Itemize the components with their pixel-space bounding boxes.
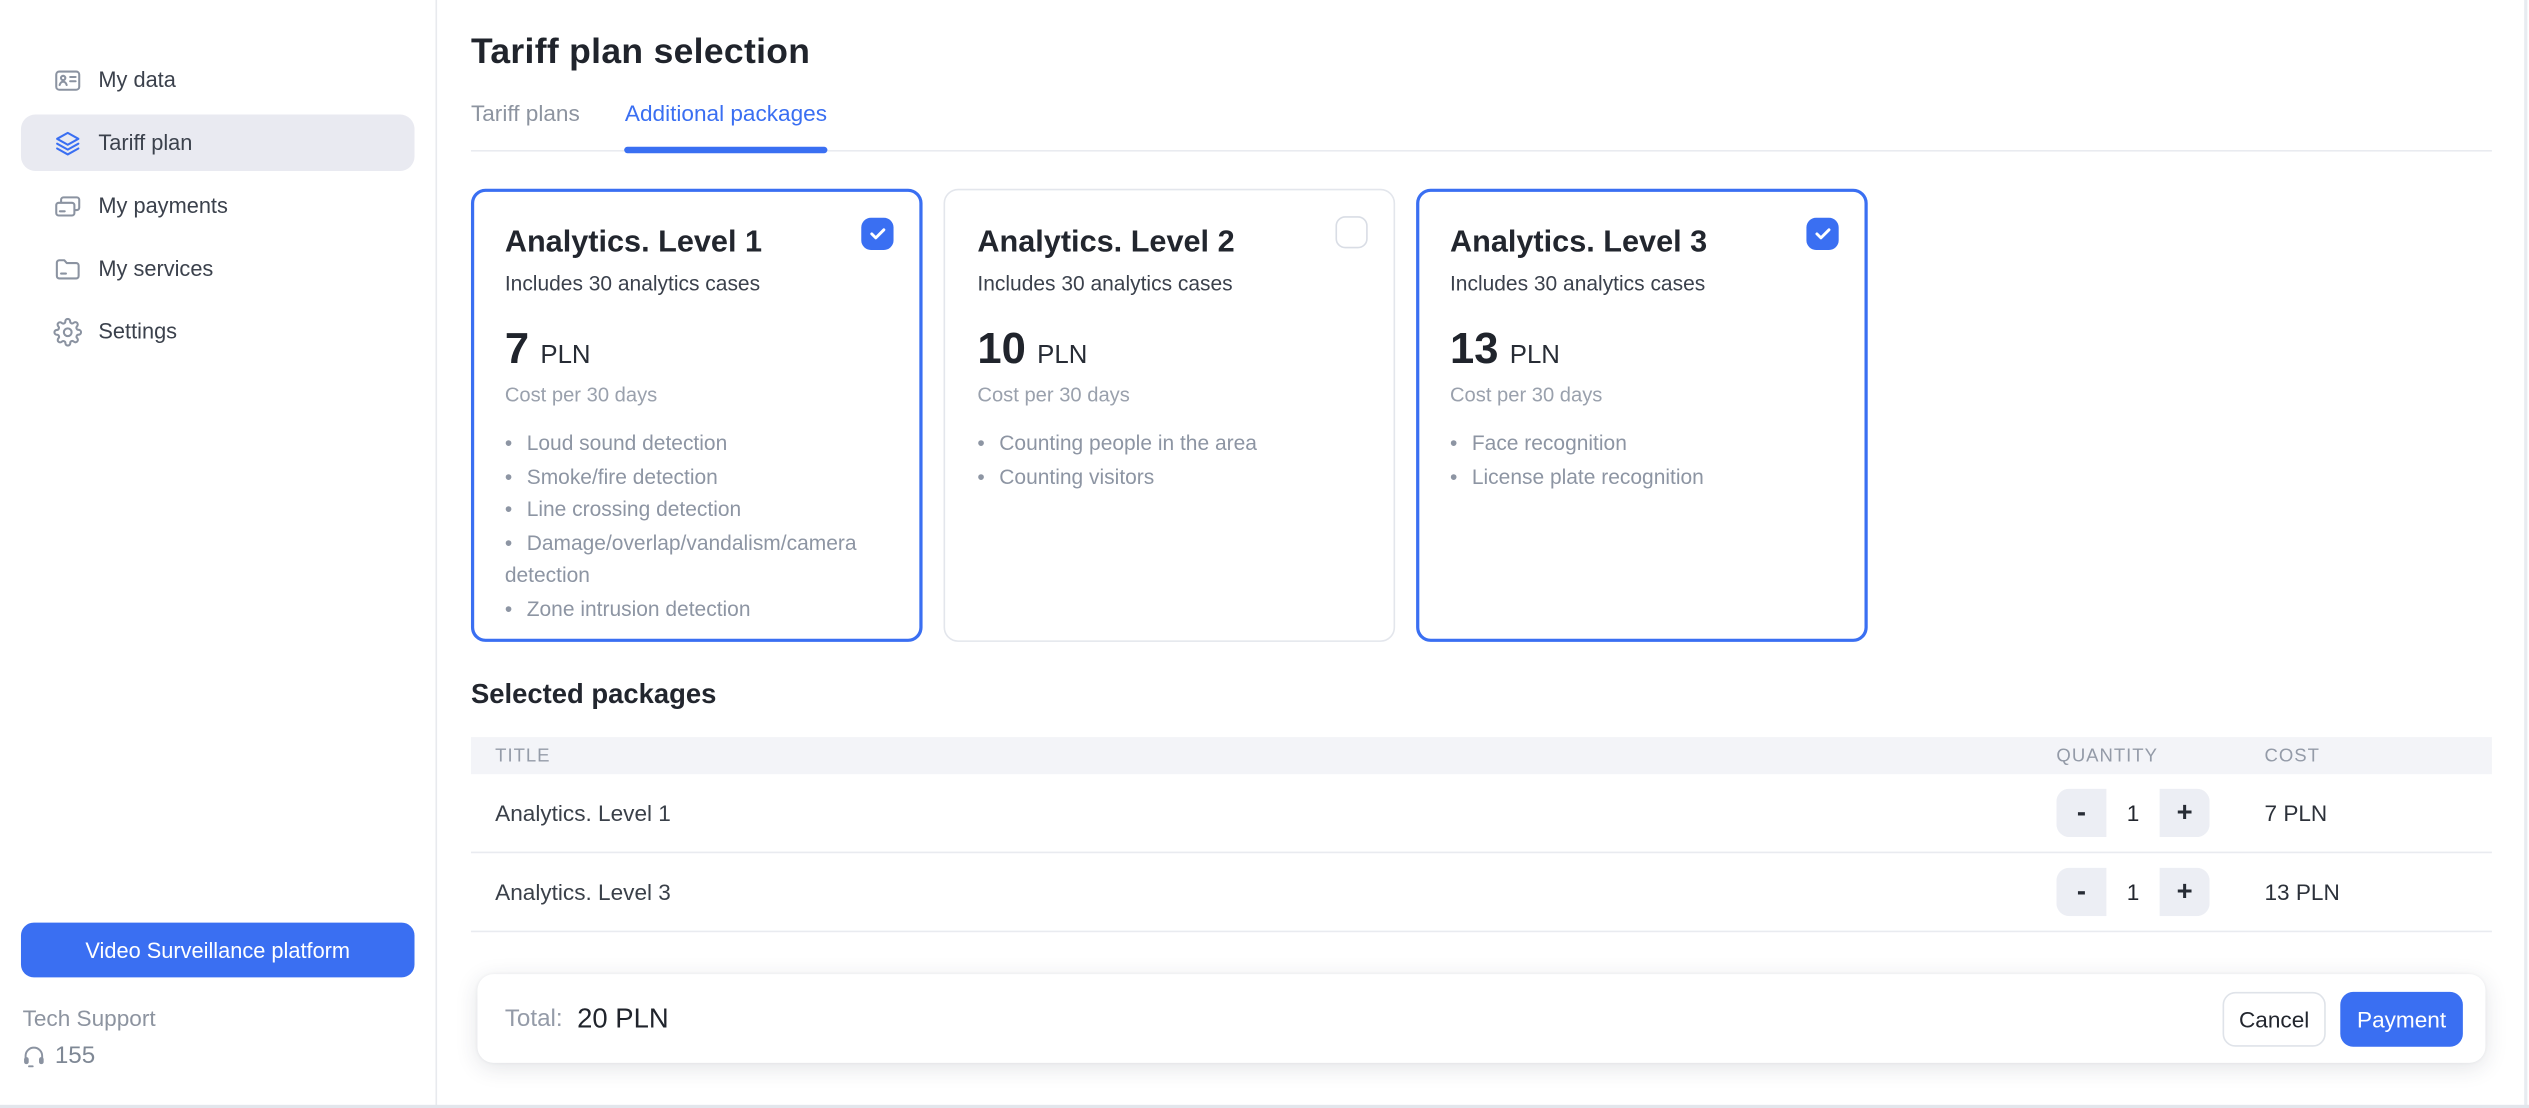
right-edge-divider: [2524, 0, 2528, 1108]
page-title: Tariff plan selection: [470, 30, 811, 71]
payment-button[interactable]: Payment: [2340, 991, 2463, 1046]
package-card-level-3[interactable]: Analytics. Level 3 Includes 30 analytics…: [1416, 188, 1868, 642]
package-subtitle: Includes 30 analytics cases: [504, 270, 761, 296]
package-card-level-2[interactable]: Analytics. Level 2 Includes 30 analytics…: [943, 188, 1396, 642]
sidebar-item-label: My payments: [98, 193, 228, 218]
table-row: Analytics. Level 3 - 1 + 13 PLN: [470, 853, 2492, 933]
quantity-increase-button[interactable]: +: [2159, 788, 2210, 838]
price-number: 10: [977, 324, 1026, 373]
package-cards: Analytics. Level 1 Includes 30 analytics…: [470, 188, 2492, 642]
total-bar: Total: 20 PLN Cancel Payment: [477, 974, 2486, 1063]
package-price: 13 PLN: [1450, 324, 1834, 374]
row-cost: 13 PLN: [2264, 879, 2340, 905]
sidebar-item-settings[interactable]: Settings: [21, 303, 415, 359]
sidebar-menu: My data Tariff plan My payments: [0, 0, 435, 360]
sidebar-item-my-payments[interactable]: My payments: [21, 177, 415, 233]
price-number: 13: [1449, 324, 1499, 373]
video-surveillance-platform-button[interactable]: Video Surveillance platform: [20, 922, 415, 978]
package-checkbox-checked[interactable]: [1806, 217, 1839, 250]
price-period: Cost per 30 days: [977, 383, 1130, 407]
sidebar-item-label: Tariff plan: [98, 130, 193, 155]
feature-list: Face recognition License plate recogniti…: [1450, 427, 1834, 493]
check-icon: [870, 228, 886, 240]
main-content: Tariff plan selection Tariff plans Addit…: [439, 0, 2529, 1108]
selected-packages-table: TITLE QUANTITY COST Analytics. Level 1 -…: [470, 737, 2492, 933]
table-header: TITLE QUANTITY COST: [470, 737, 2492, 775]
folder-icon: [55, 258, 80, 279]
tech-support-label: Tech Support: [22, 1004, 156, 1031]
tab-additional-packages[interactable]: Additional packages: [624, 100, 828, 154]
quantity-decrease-button[interactable]: -: [2056, 788, 2107, 838]
sidebar-item-label: My data: [98, 67, 176, 92]
package-price: 7 PLN: [505, 324, 889, 374]
feature-list: Counting people in the area Counting vis…: [977, 427, 1361, 493]
selected-packages-heading: Selected packages: [470, 679, 717, 710]
package-checkbox-unchecked[interactable]: [1335, 216, 1368, 249]
quantity-increase-button[interactable]: +: [2159, 867, 2210, 917]
feature-item: Face recognition: [1450, 427, 1834, 460]
tech-support-number: 155: [54, 1041, 96, 1070]
price-period: Cost per 30 days: [504, 383, 658, 407]
feature-item: Loud sound detection: [505, 427, 889, 460]
row-cost: 7 PLN: [2264, 799, 2328, 826]
gear-icon: [53, 317, 83, 346]
row-title: Analytics. Level 3: [495, 879, 671, 905]
total-label: Total:: [504, 1004, 563, 1033]
total-value: 20 PLN: [577, 1002, 669, 1034]
sidebar-item-label: Settings: [98, 319, 178, 344]
tab-bar: Tariff plans Additional packages: [470, 99, 2492, 154]
quantity-value[interactable]: 1: [2106, 867, 2160, 917]
sidebar-footer: Video Surveillance platform Tech Support…: [0, 922, 435, 1108]
headset-icon: [24, 1045, 44, 1067]
cancel-button[interactable]: Cancel: [2222, 991, 2326, 1046]
feature-item: Smoke/fire detection: [505, 460, 889, 493]
quantity-value[interactable]: 1: [2106, 788, 2160, 838]
column-header-quantity: QUANTITY: [2056, 745, 2158, 766]
table-row: Analytics. Level 1 - 1 + 7 PLN: [470, 774, 2492, 854]
credit-cards-icon: [55, 195, 81, 216]
feature-list: Loud sound detection Smoke/fire detectio…: [505, 427, 889, 625]
quantity-cell: - 1 +: [2056, 788, 2264, 838]
package-price: 10 PLN: [977, 324, 1361, 374]
feature-item: Zone intrusion detection: [505, 593, 889, 626]
sidebar-item-my-services[interactable]: My services: [21, 240, 415, 296]
tab-tariff-plans[interactable]: Tariff plans: [470, 99, 580, 126]
price-currency: PLN: [1037, 341, 1088, 370]
sidebar-item-my-data[interactable]: My data: [21, 52, 415, 108]
column-header-cost: COST: [2264, 745, 2320, 766]
quantity-stepper: - 1 +: [2056, 788, 2210, 838]
price-currency: PLN: [540, 341, 591, 370]
column-header-title: TITLE: [495, 745, 551, 766]
feature-item: Counting people in the area: [977, 427, 1361, 460]
quantity-cell: - 1 +: [2056, 867, 2264, 917]
package-title: Analytics. Level 3: [1449, 225, 1708, 260]
layers-icon: [56, 131, 80, 155]
row-title: Analytics. Level 1: [495, 799, 671, 826]
price-number: 7: [504, 324, 530, 373]
sidebar-item-tariff-plan[interactable]: Tariff plan: [20, 114, 415, 171]
sidebar-item-label: My services: [98, 256, 214, 281]
sidebar: My data Tariff plan My payments: [0, 0, 438, 1108]
feature-item: Damage/overlap/vandalism/camera detectio…: [505, 527, 889, 593]
quantity-stepper: - 1 +: [2056, 867, 2210, 917]
package-subtitle: Includes 30 analytics cases: [1449, 270, 1706, 296]
package-checkbox-checked[interactable]: [861, 217, 894, 250]
feature-item: License plate recognition: [1450, 460, 1834, 493]
feature-item: Counting visitors: [977, 460, 1361, 493]
quantity-decrease-button[interactable]: -: [2056, 867, 2107, 917]
package-subtitle: Includes 30 analytics cases: [977, 270, 1233, 296]
check-icon: [1815, 228, 1831, 240]
package-title: Analytics. Level 1: [504, 225, 763, 260]
price-period: Cost per 30 days: [1449, 383, 1603, 407]
package-title: Analytics. Level 2: [977, 225, 1235, 260]
bottom-edge-divider: [0, 1104, 2529, 1108]
feature-item: Line crossing detection: [505, 494, 889, 527]
price-currency: PLN: [1509, 341, 1560, 370]
id-card-icon: [55, 69, 81, 90]
package-card-level-1[interactable]: Analytics. Level 1 Includes 30 analytics…: [470, 188, 923, 642]
tech-support-phone: 155: [21, 1042, 415, 1069]
